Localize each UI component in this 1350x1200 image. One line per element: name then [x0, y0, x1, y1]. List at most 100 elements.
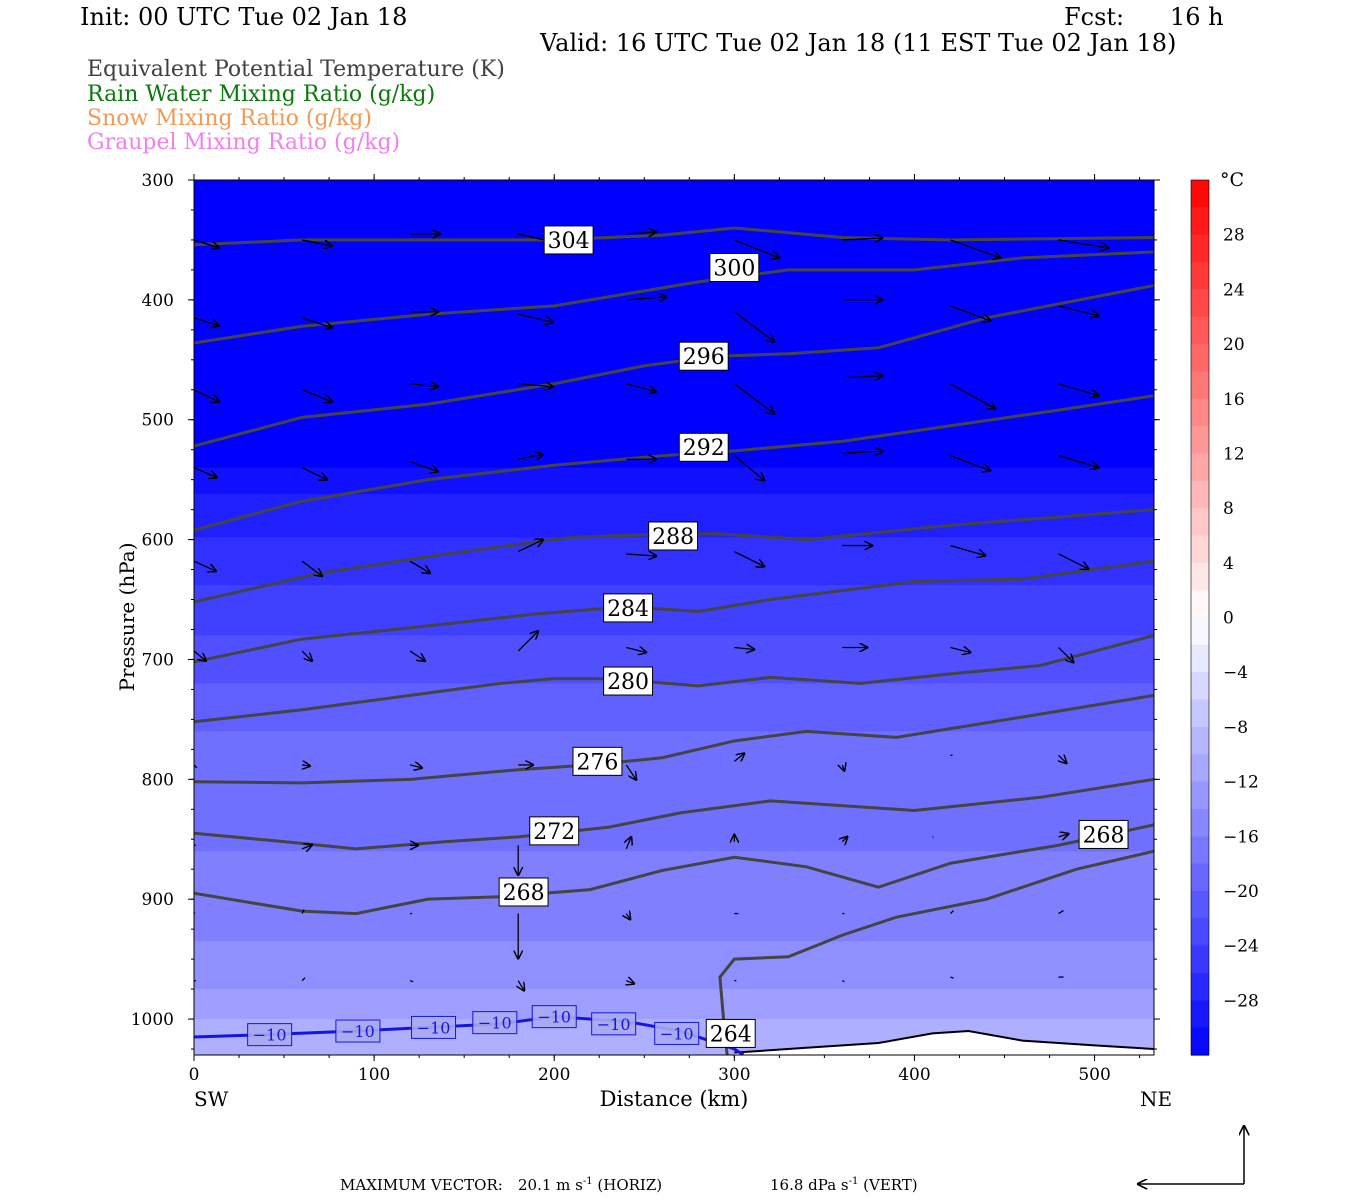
wind-vector: [518, 384, 553, 387]
colorbar-label: 0: [1223, 609, 1234, 629]
colorbar-label: −4: [1223, 663, 1248, 683]
y-tick-label: 300: [142, 171, 174, 191]
isotherm-label: −10: [341, 1022, 375, 1041]
theta-e-label-box: [705, 1018, 756, 1048]
colorbar-frame: [1190, 179, 1210, 1056]
colorbar-segment: [1191, 836, 1209, 865]
theta-e-label: 280: [607, 670, 649, 695]
wind-vector: [842, 238, 882, 240]
colorbar-unit: °C: [1220, 169, 1244, 191]
wind-vector: [301, 389, 332, 402]
init-time: Init: 00 UTC Tue 02 Jan 18: [80, 3, 408, 31]
wind-vector: [301, 650, 312, 661]
theta-e-label: 296: [683, 345, 725, 370]
colorbar-segment: [1191, 453, 1209, 482]
temp-band: [194, 851, 1154, 943]
wind-vector: [410, 384, 438, 387]
colorbar-segment: [1191, 289, 1209, 318]
theta-e-label-box: [498, 877, 549, 907]
colorbar-segment: [1191, 726, 1209, 755]
isotherm-label: −10: [597, 1015, 631, 1034]
colorbar-segment: [1191, 262, 1209, 290]
wind-vector: [842, 765, 844, 771]
wind-vector: [626, 837, 631, 850]
x-axis-right-end-label: NE: [1140, 1087, 1172, 1111]
colorbar-segment: [1191, 808, 1209, 837]
wind-vector: [301, 239, 332, 246]
colorbar-label: −24: [1223, 937, 1259, 957]
isotherm-label-box: [472, 1011, 518, 1035]
colorbar-segment: [1191, 699, 1209, 728]
temp-band: [194, 635, 1154, 685]
field-label-graupel: Graupel Mixing Ratio (g/kg): [87, 130, 401, 155]
x-axis-title: Distance (km): [600, 1087, 749, 1111]
theta-e-contour: [194, 559, 1154, 664]
wind-vector: [842, 451, 882, 453]
colorbar-segment: [1191, 535, 1209, 564]
isotherm-label-box: [591, 1012, 637, 1036]
wind-vector: [518, 980, 524, 991]
theta-e-label-box: [709, 253, 760, 282]
theta-e-contour: [194, 226, 1154, 247]
colorbar-segment: [1191, 207, 1209, 236]
wind-vector: [626, 297, 666, 300]
theta-e-contour: [194, 693, 1154, 785]
isotherm-label: −10: [478, 1014, 512, 1033]
max-vector-vertical: 16.8 dPa s-1 (VERT): [770, 1176, 918, 1194]
x-tick-label: 0: [189, 1065, 200, 1085]
colorbar-label: 28: [1223, 226, 1245, 246]
colorbar-segment: [1191, 508, 1209, 537]
colorbar-label: 20: [1223, 335, 1245, 355]
colorbar-segment: [1191, 426, 1209, 455]
reference-vector-icon: [1138, 1126, 1244, 1184]
wind-vector: [194, 389, 219, 402]
wind-vector: [734, 550, 764, 567]
wind-vector: [301, 909, 305, 914]
wind-vector: [301, 977, 306, 982]
wind-vector: [626, 981, 634, 984]
theta-e-contour: [194, 823, 1154, 916]
colorbar-segment: [1191, 617, 1209, 646]
temp-band: [194, 467, 1154, 496]
wind-vector: [194, 560, 216, 571]
theta-e-label-box: [648, 521, 699, 551]
colorbar-segment: [1191, 644, 1209, 673]
wind-vector: [301, 845, 312, 849]
wind-vector: [1058, 305, 1099, 316]
axis-layer: 300 400 500 600 700 800 900 1000 0 100 200 300 400 50…: [131, 171, 1160, 1085]
isotherm-label-box: [247, 1023, 293, 1047]
colorbar-segment: [1191, 398, 1209, 427]
y-tick-label: 800: [142, 770, 174, 790]
colorbar-label: 4: [1223, 554, 1234, 574]
wind-vector: [733, 753, 744, 761]
wind-vector: [626, 647, 646, 652]
wind-vector: [950, 383, 995, 409]
theta-e-label: 272: [533, 820, 575, 845]
theta-e-label-box: [678, 341, 729, 371]
colorbar-segment: [1191, 344, 1209, 373]
wind-vector: [842, 980, 845, 983]
wind-vector: [950, 544, 985, 556]
isotherm-label-box: [531, 1005, 577, 1029]
wind-vector: [518, 454, 543, 459]
wind-vector: [301, 317, 332, 328]
colorbar-segment: [1191, 590, 1209, 619]
theta-e-label: 292: [683, 436, 725, 461]
wind-vector: [950, 976, 954, 979]
wind-vector: [194, 317, 219, 326]
theta-e-label-box: [572, 746, 623, 776]
theta-e-label: 304: [548, 229, 590, 254]
forecast-hour-label: Fcst:: [1064, 3, 1125, 31]
colorbar-label: −16: [1223, 827, 1259, 847]
colorbar: 28 24 20 16 12 8 4 0 −4 −8 −12 −16 −20 −24 −28: [1190, 179, 1259, 1056]
temp-band: [194, 683, 1154, 733]
wind-vector: [194, 467, 217, 478]
isotherm-label: −10: [417, 1018, 451, 1037]
theta-e-contour: [194, 634, 1154, 724]
theta-e-label: 268: [1083, 823, 1125, 848]
colorbar-segment: [1191, 754, 1209, 783]
isotherm-label-box: [654, 1021, 700, 1045]
x-tick-label: 200: [538, 1065, 570, 1085]
wind-vector: [409, 980, 414, 983]
